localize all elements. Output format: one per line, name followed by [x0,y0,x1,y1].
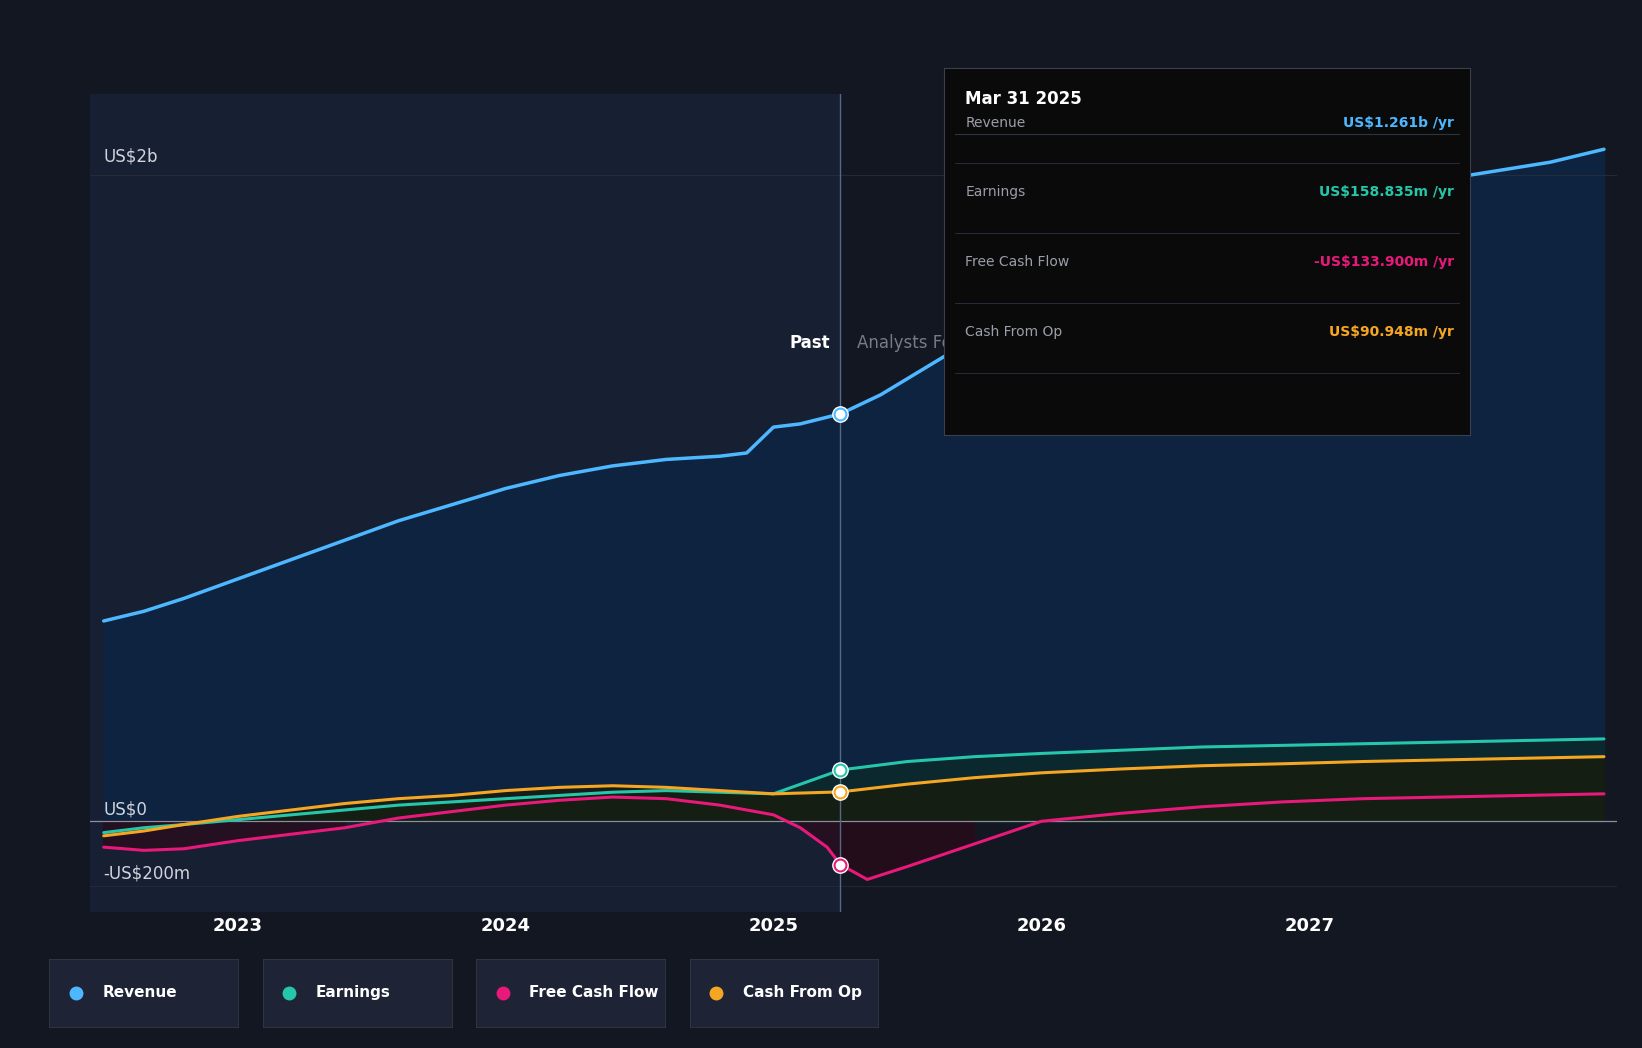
Text: Mar 31 2025: Mar 31 2025 [965,90,1082,108]
Text: US$1.261b /yr: US$1.261b /yr [1343,116,1453,130]
Text: Earnings: Earnings [315,985,391,1001]
Text: Free Cash Flow: Free Cash Flow [529,985,658,1001]
Bar [90,94,841,912]
Text: -US$133.900m /yr: -US$133.900m /yr [1314,256,1453,269]
Text: Revenue: Revenue [102,985,177,1001]
Text: Cash From Op: Cash From Op [965,325,1062,339]
Text: -US$200m: -US$200m [103,865,190,882]
Bar [841,94,1617,912]
Text: Past: Past [790,334,829,352]
Text: Cash From Op: Cash From Op [742,985,862,1001]
Text: Revenue: Revenue [965,116,1025,130]
Text: US$158.835m /yr: US$158.835m /yr [1319,185,1453,199]
Text: Earnings: Earnings [965,185,1025,199]
Text: US$0: US$0 [103,800,148,818]
Text: Analysts Forecasts: Analysts Forecasts [857,334,1011,352]
Text: US$2b: US$2b [103,148,158,166]
Text: US$90.948m /yr: US$90.948m /yr [1328,325,1453,339]
Text: Free Cash Flow: Free Cash Flow [965,256,1069,269]
